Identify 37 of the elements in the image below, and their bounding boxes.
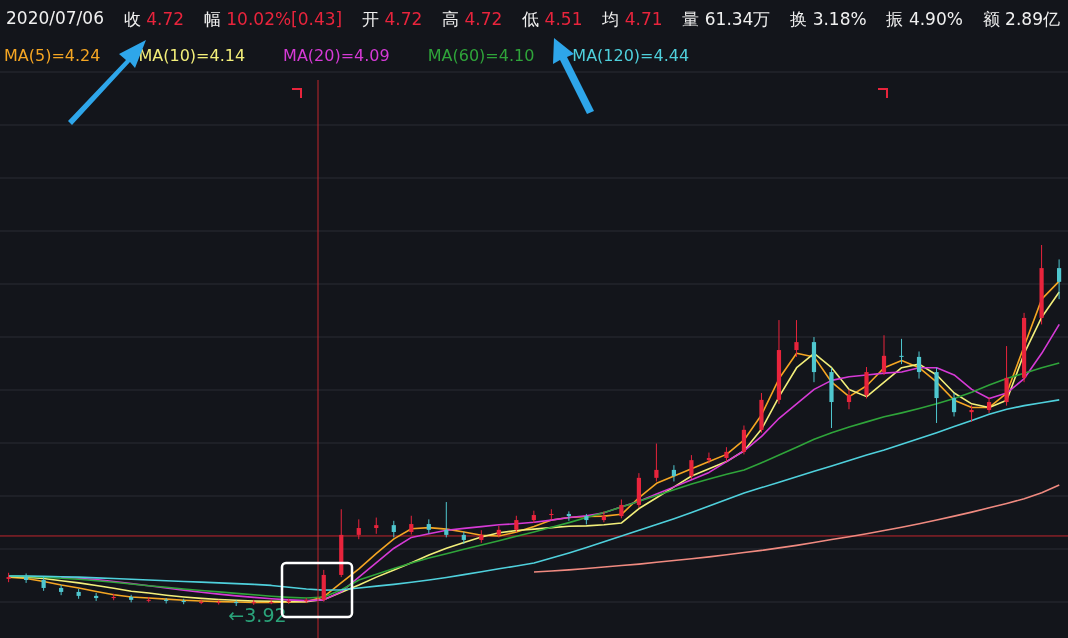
candlestick [409,515,414,536]
text: 换 3.18% [790,8,867,31]
candlestick [916,350,922,380]
candlestick [689,454,694,480]
text: 高 4.72 [442,8,503,31]
text: MA(10)=4.14 [138,46,246,65]
candlestick [654,443,659,482]
candlestick [794,319,799,358]
text: 幅 10.02%[0.43] [203,8,343,31]
candlestick [356,518,361,540]
text: 2020/07/06 [6,8,104,30]
candlestick [951,392,957,417]
candlestick [846,388,852,410]
candlestick [59,584,64,596]
text: 低 4.51 [522,8,583,31]
candlestick [1056,258,1062,300]
candlestick [741,425,747,455]
candlestick [986,396,992,414]
text: MA(5)=4.24 [4,46,101,65]
candlestick [444,501,449,538]
text: 均 4.71 [602,8,663,31]
annotation: ←3.92 [228,604,287,626]
text: 振 4.90% [886,8,963,31]
text: 开 4.72 [362,8,423,31]
candlestick [899,338,904,365]
text: MA(20)=4.09 [283,46,390,65]
candlestick [881,334,887,376]
candlestick [601,510,606,523]
text: 量 61.34万 [682,8,771,31]
text: MA(60)=4.10 [427,46,535,65]
candlestick [619,499,624,519]
text: 额 2.89亿 [982,8,1060,31]
candlestick [864,366,869,399]
text: MA(120)=4.44 [572,46,690,65]
candlestick [24,573,29,584]
text: 收 4.72 [123,8,185,31]
candlestick [671,464,677,482]
